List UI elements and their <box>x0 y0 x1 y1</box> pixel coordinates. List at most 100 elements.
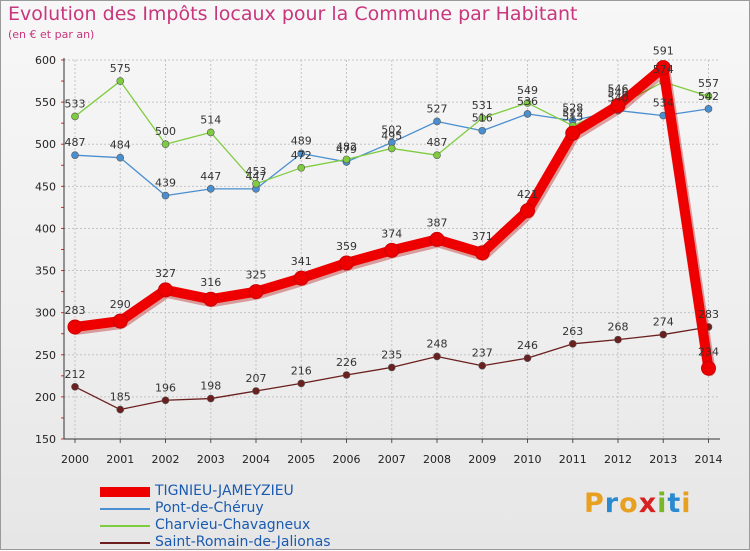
data-label-tignieu-jameyzieu: 359 <box>336 240 357 253</box>
data-point-charvieu-chavagneux <box>161 140 170 149</box>
x-tick-label: 2004 <box>242 453 270 466</box>
data-label-pont-de-ch-ruy: 516 <box>472 112 493 125</box>
data-label-pont-de-ch-ruy: 447 <box>246 170 267 183</box>
data-label-saint-romain-de-jalionas: 198 <box>200 380 221 393</box>
data-label-saint-romain-de-jalionas: 207 <box>246 372 267 385</box>
data-label-tignieu-jameyzieu: 513 <box>562 110 583 123</box>
data-label-saint-romain-de-jalionas: 263 <box>562 325 583 338</box>
data-point-saint-romain-de-jalionas <box>659 330 668 339</box>
x-tick-label: 2010 <box>514 453 542 466</box>
data-label-tignieu-jameyzieu: 316 <box>200 276 221 289</box>
data-point-charvieu-chavagneux <box>116 77 125 85</box>
x-tick-label: 2000 <box>61 453 89 466</box>
data-point-pont-de-ch-ruy <box>71 151 79 159</box>
legend-swatch-charvieu <box>100 525 150 527</box>
data-label-saint-romain-de-jalionas: 248 <box>427 337 448 350</box>
data-label-saint-romain-de-jalionas: 216 <box>291 364 312 377</box>
legend-item-charvieu: Charvieu-Chavagneux <box>100 517 360 534</box>
data-label-charvieu-chavagneux: 531 <box>472 99 493 112</box>
data-point-pont-de-ch-ruy <box>206 185 215 193</box>
y-tick-label: 350 <box>35 265 56 278</box>
x-tick-label: 2006 <box>333 453 361 466</box>
data-label-charvieu-chavagneux: 482 <box>336 140 357 153</box>
data-label-saint-romain-de-jalionas: 196 <box>155 381 176 394</box>
data-label-saint-romain-de-jalionas: 237 <box>472 347 493 360</box>
data-label-tignieu-jameyzieu: 591 <box>653 45 674 58</box>
data-point-saint-romain-de-jalionas <box>433 352 441 361</box>
data-point-tignieu-jameyzieu <box>248 284 264 300</box>
data-label-saint-romain-de-jalionas: 268 <box>608 321 629 334</box>
data-point-pont-de-ch-ruy <box>523 110 532 118</box>
data-label-tignieu-jameyzieu: 374 <box>381 227 402 240</box>
data-label-charvieu-chavagneux: 522 <box>562 107 583 120</box>
data-point-saint-romain-de-jalionas <box>161 396 170 405</box>
data-label-tignieu-jameyzieu: 421 <box>517 188 538 201</box>
data-label-pont-de-ch-ruy: 439 <box>155 177 176 190</box>
data-point-pont-de-ch-ruy <box>297 149 306 158</box>
data-point-charvieu-chavagneux <box>433 151 441 159</box>
legend: TIGNIEU-JAMEYZIEU Pont-de-Chéruy Charvie… <box>100 483 360 551</box>
data-point-charvieu-chavagneux <box>342 155 351 164</box>
data-label-tignieu-jameyzieu: 290 <box>110 298 131 311</box>
x-tick-label: 2012 <box>604 453 632 466</box>
data-point-tignieu-jameyzieu <box>520 203 535 219</box>
data-label-charvieu-chavagneux: 495 <box>381 129 402 142</box>
data-label-saint-romain-de-jalionas: 185 <box>110 391 131 404</box>
data-point-charvieu-chavagneux <box>206 128 215 137</box>
data-point-tignieu-jameyzieu <box>384 242 400 258</box>
x-tick-label: 2003 <box>197 453 225 466</box>
data-label-saint-romain-de-jalionas: 283 <box>698 308 719 321</box>
data-label-pont-de-ch-ruy: 542 <box>698 90 719 103</box>
proxiti-logo: Proxiti <box>584 488 692 519</box>
data-label-charvieu-chavagneux: 574 <box>653 63 674 76</box>
y-tick-label: 400 <box>35 222 56 235</box>
data-label-pont-de-ch-ruy: 487 <box>65 136 86 149</box>
legend-label-charvieu: Charvieu-Chavagneux <box>155 517 311 533</box>
data-point-tignieu-jameyzieu <box>67 319 83 335</box>
data-label-tignieu-jameyzieu: 327 <box>155 267 176 280</box>
data-point-saint-romain-de-jalionas <box>342 371 351 379</box>
data-point-tignieu-jameyzieu <box>293 270 309 286</box>
data-label-charvieu-chavagneux: 453 <box>246 165 267 178</box>
data-point-saint-romain-de-jalionas <box>206 394 215 403</box>
series-layer <box>67 60 716 414</box>
data-point-tignieu-jameyzieu <box>610 97 626 113</box>
data-label-pont-de-ch-ruy: 540 <box>608 92 629 105</box>
data-point-tignieu-jameyzieu <box>112 313 128 329</box>
legend-swatch-tignieu <box>100 487 150 497</box>
data-label-pont-de-ch-ruy: 447 <box>200 170 221 183</box>
data-label-charvieu-chavagneux: 546 <box>608 86 629 99</box>
data-label-pont-de-ch-ruy: 479 <box>336 143 357 156</box>
data-label-charvieu-chavagneux: 557 <box>698 77 719 90</box>
y-tick-label: 450 <box>35 180 56 193</box>
legend-label-tignieu: TIGNIEU-JAMEYZIEU <box>155 483 294 499</box>
x-tick-label: 2008 <box>423 453 451 466</box>
data-label-charvieu-chavagneux: 549 <box>517 84 538 97</box>
data-point-charvieu-chavagneux <box>387 144 396 153</box>
data-point-tignieu-jameyzieu <box>429 231 445 247</box>
logo-letter: t <box>667 488 682 519</box>
data-point-pont-de-ch-ruy <box>433 117 441 126</box>
data-point-pont-de-ch-ruy <box>478 126 487 135</box>
data-point-charvieu-chavagneux <box>252 180 260 188</box>
data-label-charvieu-chavagneux: 472 <box>291 149 312 162</box>
data-point-saint-romain-de-jalionas <box>116 405 125 414</box>
data-label-charvieu-chavagneux: 514 <box>200 113 221 126</box>
x-tick-label: 2005 <box>287 453 315 466</box>
data-point-pont-de-ch-ruy <box>704 105 713 113</box>
legend-label-saint-romain: Saint-Romain-de-Jalionas <box>155 534 331 550</box>
data-label-pont-de-ch-ruy: 527 <box>427 102 448 115</box>
x-tick-label: 2007 <box>378 453 406 466</box>
data-label-pont-de-ch-ruy: 489 <box>291 134 312 147</box>
data-label-saint-romain-de-jalionas: 274 <box>653 316 674 329</box>
data-point-saint-romain-de-jalionas <box>614 335 622 344</box>
legend-item-pont-de-cheruy: Pont-de-Chéruy <box>100 500 360 517</box>
data-label-saint-romain-de-jalionas: 226 <box>336 356 357 369</box>
logo-letter: i <box>657 488 668 519</box>
data-label-charvieu-chavagneux: 575 <box>110 62 131 75</box>
x-tick-label: 2011 <box>559 453 587 466</box>
data-point-tignieu-jameyzieu <box>655 60 671 76</box>
data-point-charvieu-chavagneux <box>704 92 713 101</box>
